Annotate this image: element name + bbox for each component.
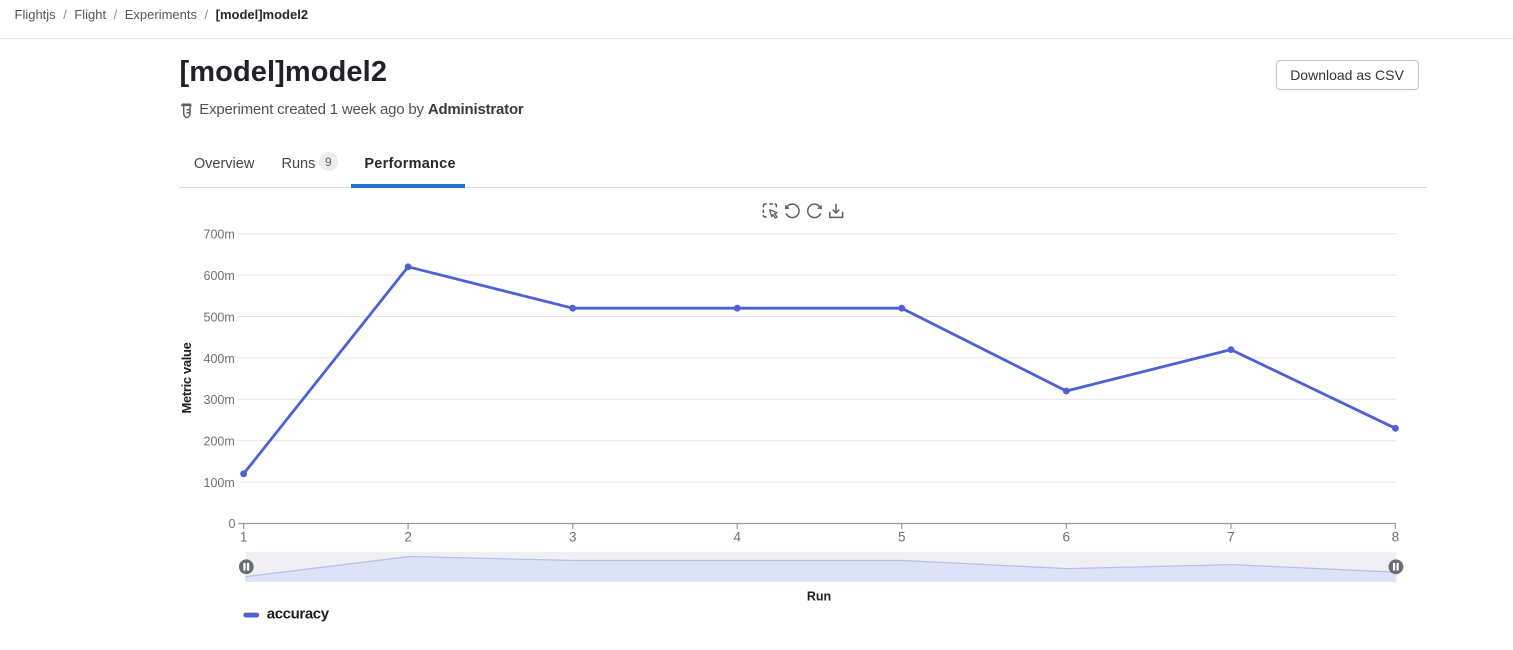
svg-text:accuracy: accuracy — [267, 605, 330, 622]
svg-text:500m: 500m — [204, 310, 235, 324]
svg-text:400m: 400m — [204, 352, 235, 366]
svg-text:3: 3 — [569, 529, 577, 544]
svg-text:Metric value: Metric value — [179, 342, 194, 413]
svg-text:0: 0 — [229, 517, 236, 531]
svg-text:7: 7 — [1227, 529, 1235, 544]
svg-text:4: 4 — [733, 529, 741, 544]
svg-text:100m: 100m — [204, 476, 235, 490]
svg-text:2: 2 — [404, 529, 412, 544]
svg-text:1: 1 — [240, 529, 248, 544]
svg-text:6: 6 — [1063, 529, 1071, 544]
svg-text:8: 8 — [1392, 529, 1400, 544]
svg-text:600m: 600m — [204, 269, 235, 283]
svg-text:200m: 200m — [204, 435, 235, 449]
svg-text:300m: 300m — [204, 393, 235, 407]
svg-text:700m: 700m — [204, 228, 235, 242]
svg-text:5: 5 — [898, 529, 906, 544]
svg-text:Run: Run — [807, 590, 831, 604]
